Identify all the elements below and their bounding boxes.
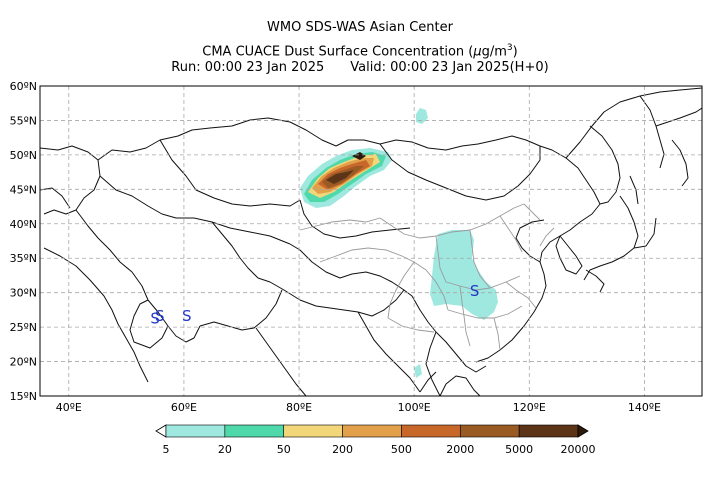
lat-tick-label: 50ºN <box>10 149 37 162</box>
lon-tick-label: 40ºE <box>56 401 82 414</box>
colorbar-level-label: 20000 <box>561 443 596 456</box>
lat-tick-label: 45ºN <box>10 183 37 196</box>
colorbar-segment <box>165 424 226 438</box>
valid-time: Valid: 00:00 23 Jan 2025(H+0) <box>350 60 549 75</box>
subtitle-unit: g/m <box>481 44 507 60</box>
colorbar-low-arrow <box>155 424 167 438</box>
dust-plume-core <box>352 152 366 160</box>
lon-tick-label: 120ºE <box>513 401 546 414</box>
lat-tick-label: 35ºN <box>10 252 37 265</box>
colorbar-segment <box>342 424 402 438</box>
colorbar-level-label: 200 <box>332 443 353 456</box>
country-borders <box>40 87 702 396</box>
colorbar-level-label: 5000 <box>505 443 533 456</box>
lon-tick-label: 60ºE <box>171 401 197 414</box>
colorbar-segment <box>283 424 343 438</box>
dust-patch-central-china <box>430 230 498 320</box>
dust-storm-symbols: SS SS <box>150 282 479 328</box>
subtitle-unit-exponent: 3 <box>506 43 513 53</box>
chart-subtitle: CMA CUACE Dust Surface Concentration (μg… <box>0 40 720 60</box>
colorbar-level-label: 20 <box>218 443 232 456</box>
colorbar-segment <box>459 424 520 438</box>
colorbar-level-label: 5 <box>163 443 170 456</box>
dust-storm-symbol: S <box>182 307 192 325</box>
dust-patch-southwest <box>414 364 422 378</box>
dust-storm-symbol: S <box>155 307 165 325</box>
colorbar-segment <box>518 424 579 438</box>
colorbar-level-label: 500 <box>391 443 412 456</box>
subtitle-unit-mu: μ <box>473 44 482 60</box>
dust-storm-symbol: S <box>150 310 160 328</box>
lon-tick-label: 140ºE <box>628 401 661 414</box>
chart-title: WMO SDS-WAS Asian Center <box>267 20 453 35</box>
subtitle-suffix: ) <box>512 44 518 60</box>
dust-patch-north <box>416 108 428 124</box>
lat-tick-label: 30ºN <box>10 287 37 300</box>
graticule <box>40 85 702 397</box>
run-valid-line: Run: 00:00 23 Jan 2025 Valid: 00:00 23 Ja… <box>0 60 720 76</box>
lat-tick-label: 40ºN <box>10 218 37 231</box>
colorbar-segment <box>401 424 461 438</box>
colorbar-segment <box>224 424 285 438</box>
colorbar-high-arrow <box>577 424 589 438</box>
province-borders <box>299 203 555 351</box>
dust-storm-symbol: S <box>470 282 480 300</box>
subtitle-prefix: CMA CUACE Dust Surface Concentration ( <box>202 44 474 60</box>
map-frame <box>39 85 703 397</box>
lat-tick-label: 15ºN <box>10 390 37 403</box>
lat-tick-label: 20ºN <box>10 356 37 369</box>
latitude-tick-labels: 15ºN 20ºN 25ºN 30ºN 35ºN 40ºN 45ºN 50ºN 55ºN 60ºN <box>10 80 37 403</box>
colorbar-level-label: 50 <box>277 443 291 456</box>
longitude-tick-labels: 40ºE 60ºE 80ºE 100ºE 120ºE 140ºE <box>56 401 661 414</box>
lon-tick-label: 80ºE <box>286 401 312 414</box>
lat-tick-label: 55ºN <box>10 114 37 127</box>
run-time: Run: 00:00 23 Jan 2025 <box>171 60 325 75</box>
lat-tick-label: 60ºN <box>10 80 37 93</box>
dust-plume-5000 <box>326 170 354 184</box>
colorbar-level-label: 2000 <box>446 443 474 456</box>
dust-concentration-fields <box>300 108 498 378</box>
colorbar: 5 20 50 200 500 2000 5000 20000 <box>155 424 596 456</box>
lon-tick-label: 100ºE <box>398 401 431 414</box>
lat-tick-label: 25ºN <box>10 321 37 334</box>
